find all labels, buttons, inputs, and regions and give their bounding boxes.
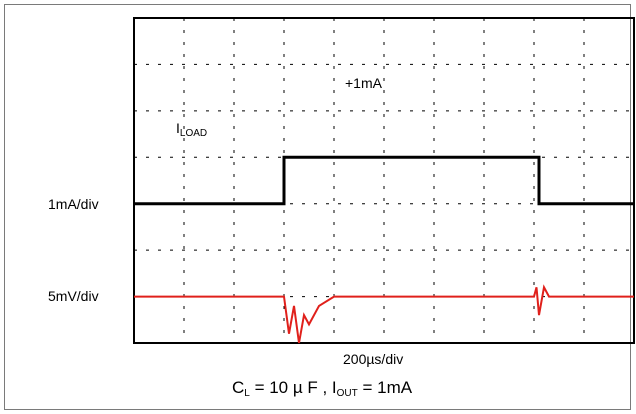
iload-scale-label: 1mA/div [48, 196, 99, 212]
plot-border [133, 17, 635, 344]
iload-trace [134, 155, 634, 206]
grid-lines [134, 18, 634, 343]
iload-label: ILOAD [176, 120, 208, 139]
step-annotation: +1mA [345, 75, 382, 91]
vout-scale-label: 5mV/div [48, 288, 99, 304]
caption: CL = 10 µ F , IOUT = 1mA [232, 378, 413, 399]
figure-frame [4, 4, 631, 410]
vout-trace [134, 284, 634, 344]
time-base-label: 200µs/div [343, 351, 404, 367]
